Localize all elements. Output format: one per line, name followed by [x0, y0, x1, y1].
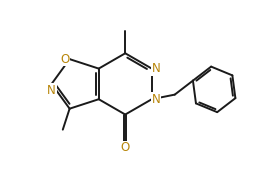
Text: N: N [152, 62, 160, 75]
Text: N: N [152, 93, 160, 106]
Text: O: O [60, 53, 70, 66]
Text: O: O [121, 141, 130, 154]
Text: N: N [47, 84, 56, 97]
